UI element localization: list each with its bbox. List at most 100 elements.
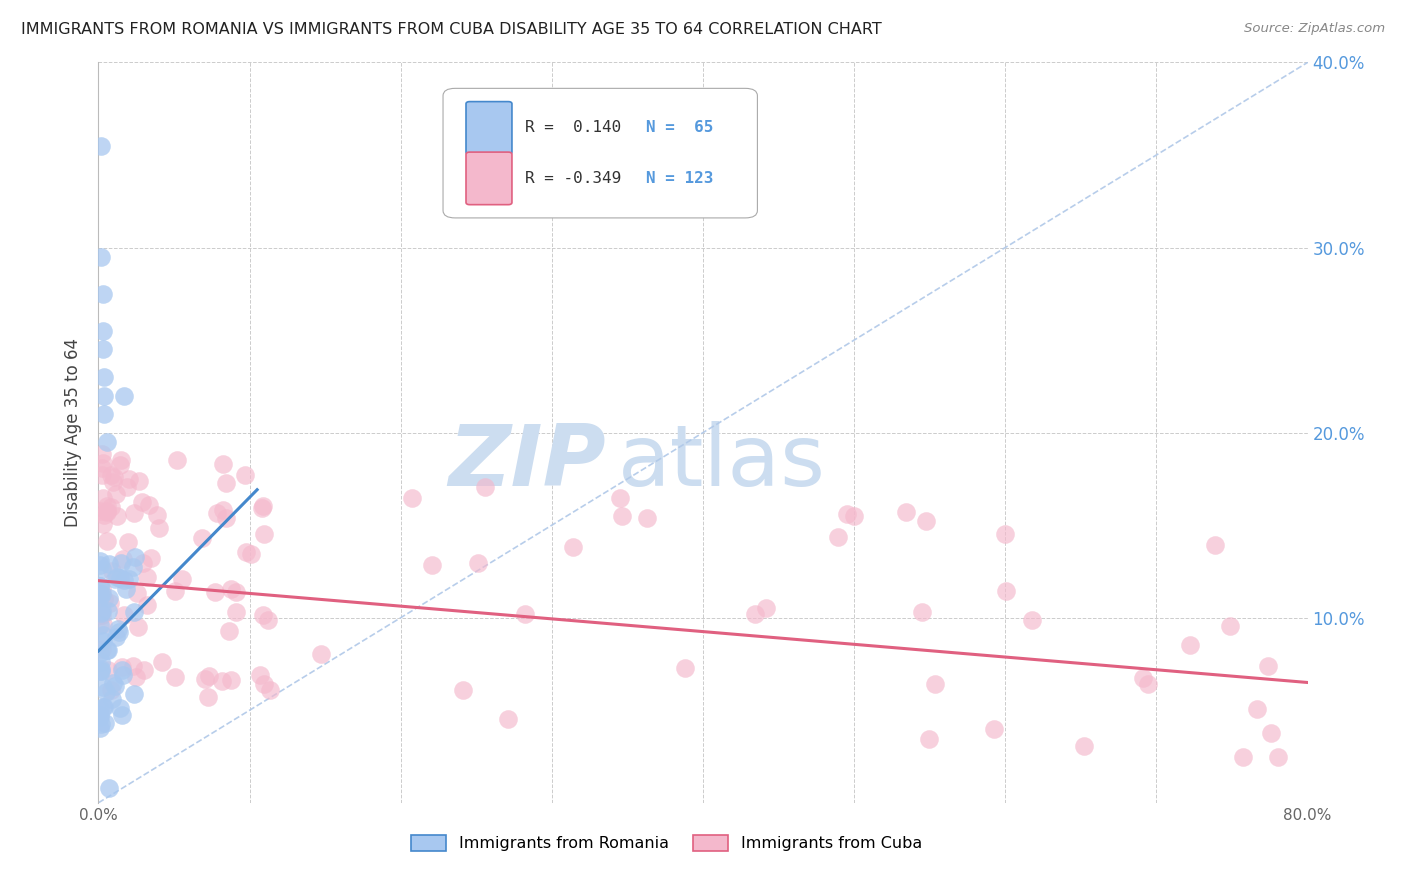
Point (212, 457, 235, 471)
Point (125, 670, 148, 684)
Point (994, 584, 1017, 599)
Point (233, 467, 256, 482)
Point (127, 620, 149, 634)
Point (132, 663, 155, 677)
Point (401, 491, 423, 505)
Point (89, 579, 111, 593)
Point (93, 699, 115, 714)
Point (122, 658, 145, 673)
Point (252, 499, 274, 513)
Point (148, 520, 170, 534)
Point (755, 600, 778, 615)
Point (1232, 749, 1254, 764)
Point (124, 506, 146, 520)
Point (612, 508, 634, 523)
Point (100, 692, 122, 706)
Point (100, 467, 122, 482)
Point (252, 607, 274, 622)
Point (128, 474, 150, 488)
Point (96, 642, 118, 657)
Point (198, 668, 221, 682)
Point (896, 505, 918, 519)
Point (89, 618, 111, 632)
Point (131, 494, 153, 508)
Point (194, 673, 217, 687)
Point (197, 690, 219, 704)
Point (1136, 677, 1159, 691)
Point (100, 500, 122, 514)
Point (89, 579, 111, 593)
Point (124, 549, 146, 564)
Point (89, 607, 111, 621)
Point (163, 670, 186, 684)
Point (115, 582, 138, 596)
Point (108, 571, 131, 585)
Point (235, 544, 257, 558)
Point (673, 661, 696, 675)
Point (166, 453, 188, 467)
Point (111, 668, 134, 682)
Point (636, 510, 658, 524)
Point (105, 631, 128, 645)
Point (93, 370, 115, 384)
Point (103, 572, 125, 586)
Text: atlas: atlas (619, 421, 827, 504)
Point (211, 674, 233, 689)
Point (104, 680, 127, 694)
Point (89, 554, 111, 568)
Point (207, 507, 229, 521)
Point (89, 587, 111, 601)
Point (250, 501, 273, 516)
Point (93, 508, 115, 523)
Point (112, 388, 135, 402)
Point (96, 505, 118, 519)
Point (467, 557, 489, 571)
Point (89, 504, 111, 518)
Point (1073, 739, 1095, 754)
Point (97, 557, 120, 571)
Point (89, 708, 111, 723)
Point (89, 646, 111, 660)
Point (219, 673, 242, 687)
Point (93, 388, 115, 402)
Point (91, 461, 114, 475)
Point (127, 585, 149, 599)
Point (93, 407, 115, 421)
Point (219, 582, 242, 596)
Point (225, 585, 247, 599)
Point (94, 685, 117, 699)
Point (135, 570, 157, 584)
Point (122, 560, 145, 574)
Point (918, 732, 941, 747)
Point (212, 503, 235, 517)
Point (98, 596, 121, 610)
Point (91, 286, 114, 301)
Point (1204, 538, 1226, 552)
Point (96, 434, 118, 449)
Point (1219, 618, 1241, 632)
Point (827, 530, 849, 544)
Point (89, 603, 111, 617)
Point (249, 668, 271, 682)
Point (844, 508, 866, 523)
Point (1178, 638, 1201, 652)
Point (135, 598, 157, 612)
Point (311, 648, 333, 662)
Point (110, 453, 132, 467)
Point (118, 472, 141, 486)
Point (474, 480, 496, 494)
Point (924, 677, 946, 691)
Point (215, 476, 238, 491)
Point (496, 712, 519, 726)
Point (104, 487, 127, 501)
Point (837, 507, 859, 521)
Point (1132, 671, 1154, 685)
Text: ZIP: ZIP (449, 421, 606, 504)
Point (93, 591, 115, 606)
Text: IMMIGRANTS FROM ROMANIA VS IMMIGRANTS FROM CUBA DISABILITY AGE 35 TO 64 CORRELAT: IMMIGRANTS FROM ROMANIA VS IMMIGRANTS FR… (21, 22, 882, 37)
Point (98, 591, 121, 605)
Point (94, 715, 117, 730)
Point (107, 625, 129, 640)
Point (215, 511, 238, 525)
Point (105, 570, 128, 584)
